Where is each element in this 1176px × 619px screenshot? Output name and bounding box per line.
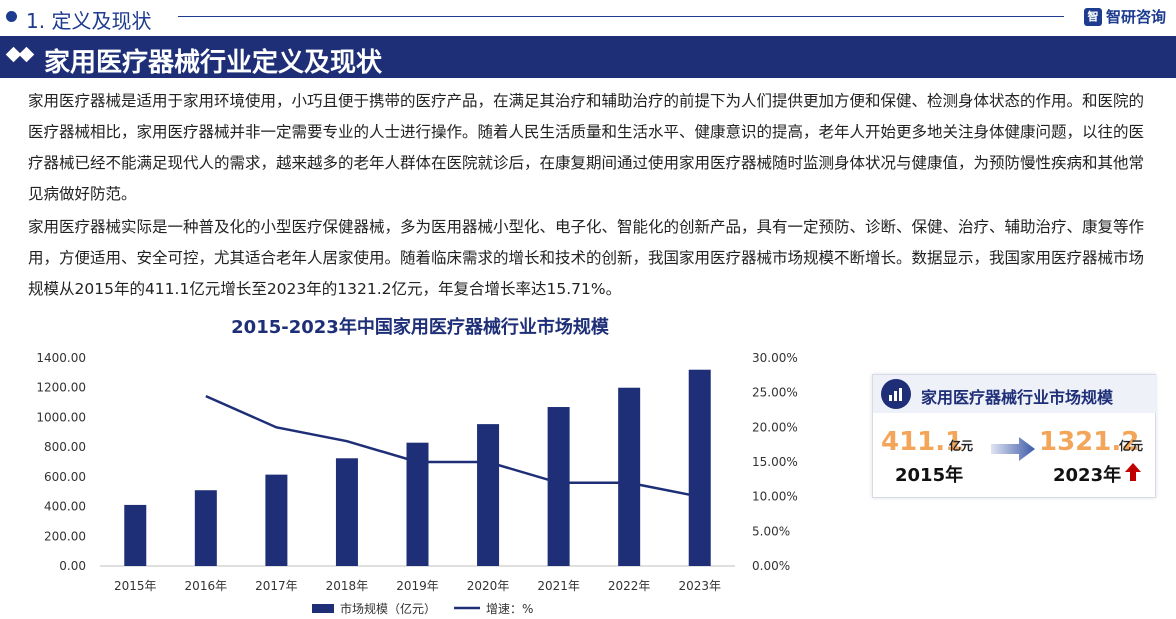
market-paragraph: 家用医疗器械实际是一种普及化的小型医疗保健器械，多为医用器械小型化、电子化、智能… [28,218,1145,298]
bar [688,369,711,566]
growth-line [205,394,700,498]
x-tick-label: 2018年 [326,579,369,593]
x-tick-label: 2020年 [467,579,510,593]
x-tick-label: 2015年 [114,579,157,593]
legend-bar-swatch [312,604,334,613]
market-size-chart: 0.00 200.00 400.00 600.00 800.00 1000.00 1200.… [36,351,798,616]
start-unit: 亿元 [949,439,974,453]
right-tick-label: 0.00% [752,559,790,573]
left-tick-label: 600.00 [44,470,86,484]
brand-name: 智研咨询 [1105,8,1166,26]
bar [618,387,641,566]
bar [194,490,217,566]
top-bar: 1. 定义及现状 智 智研咨询 [0,0,1176,34]
end-value: 1321.2 [1039,427,1140,457]
right-arrow-icon [991,437,1035,461]
card-header: 家用医疗器械行业市场规模 [873,375,1157,413]
brand-mark-icon: 智 [1083,7,1102,26]
legend-line-label: 增速：% [486,602,533,616]
x-tick-label: 2021年 [537,579,580,593]
left-tick-label: 0.00 [59,559,86,573]
bar [477,424,500,566]
bar [335,458,358,566]
summary-card: 家用医疗器械行业市场规模 411.1 亿元 2015年 1321.2 亿元 20… [872,374,1157,498]
left-tick-label: 1000.00 [36,410,86,424]
right-tick-label: 30.00% [752,351,798,365]
bar [406,442,429,566]
right-tick-label: 25.00% [752,386,798,400]
end-unit: 亿元 [1119,439,1144,453]
brand-logo: 智 智研咨询 [1083,6,1166,27]
x-tick-label: 2023年 [678,579,721,593]
section-title: 1. 定义及现状 [26,9,152,33]
start-value: 411.1 [881,427,964,457]
chart-icon [881,379,911,409]
legend-bar-label: 市场规模（亿元） [340,601,436,616]
x-tick-label: 2022年 [608,579,651,593]
intro-paragraph: 家用医疗器械是适用于家用环境使用，小巧且便于携带的医疗产品，在满足其治疗和辅助治… [28,92,1145,203]
up-arrow-icon [1125,463,1141,481]
card-title: 家用医疗器械行业市场规模 [921,388,1114,407]
title-banner: 家用医疗器械行业定义及现状 [0,36,1176,78]
right-tick-label: 20.00% [752,420,798,434]
bar [265,474,288,566]
bar [547,407,570,566]
right-tick-label: 10.00% [752,490,798,504]
header-rule [178,16,1064,17]
chart-title: 2015-2023年中国家用医疗器械行业市场规模 [231,317,609,338]
bar [124,504,147,566]
x-tick-label: 2017年 [255,579,298,593]
left-tick-label: 800.00 [44,440,86,454]
right-tick-label: 15.00% [752,455,798,469]
x-tick-label: 2019年 [396,579,439,593]
page-title: 家用医疗器械行业定义及现状 [44,48,383,78]
left-tick-label: 1400.00 [36,351,86,365]
diamond-icon [5,46,35,63]
left-tick-label: 200.00 [44,529,86,543]
bullet-dot [6,11,17,22]
x-tick-label: 2016年 [185,579,228,593]
end-year: 2023年 [1053,465,1122,486]
left-tick-label: 1200.00 [36,381,86,395]
left-tick-label: 400.00 [44,500,86,514]
start-year: 2015年 [895,465,964,486]
right-tick-label: 5.00% [752,524,790,538]
